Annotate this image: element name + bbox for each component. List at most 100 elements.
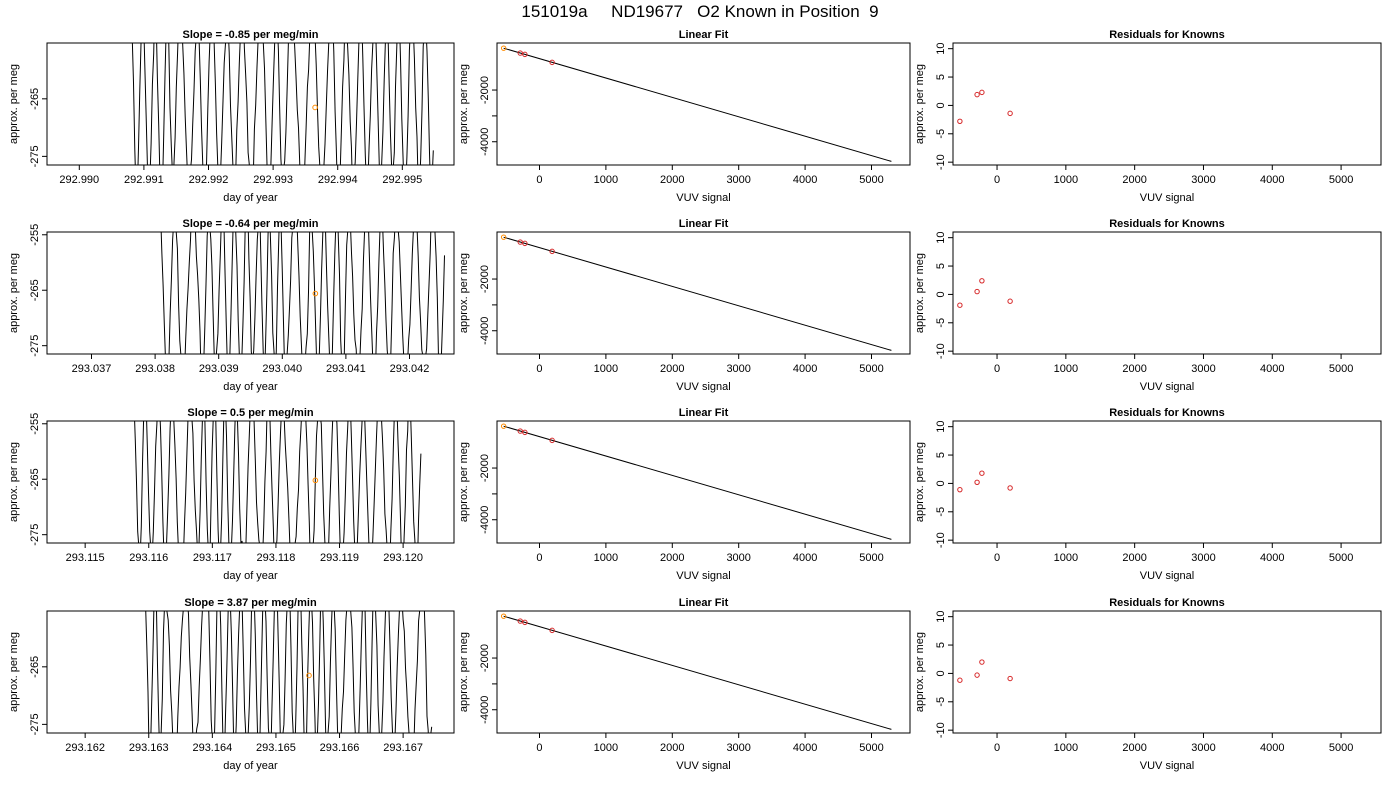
residual-point bbox=[979, 278, 985, 284]
plot-area bbox=[500, 45, 892, 162]
x-tick-label: 293.117 bbox=[193, 552, 232, 564]
y-axis-label: approx. per meg bbox=[458, 442, 470, 522]
panel-title: Linear Fit bbox=[679, 597, 729, 609]
y-tick-label: 0 bbox=[935, 291, 947, 297]
x-tick-label: 293.042 bbox=[390, 363, 430, 375]
panel-title: Residuals for Knowns bbox=[1109, 597, 1225, 609]
x-tick-label: 4000 bbox=[793, 363, 817, 375]
x-tick-label: 1000 bbox=[594, 742, 618, 754]
residual-point bbox=[1007, 298, 1013, 304]
x-tick-label: 2000 bbox=[1122, 363, 1146, 375]
x-tick-label: 293.166 bbox=[320, 742, 360, 754]
y-tick-label: -4000 bbox=[479, 696, 491, 724]
x-tick-label: 2000 bbox=[660, 174, 684, 186]
x-tick-label: 1000 bbox=[1054, 552, 1078, 564]
y-tick-label: -5 bbox=[935, 129, 947, 139]
known-marker bbox=[312, 290, 319, 297]
plot-frame bbox=[46, 610, 455, 734]
y-tick-label: -4000 bbox=[479, 128, 491, 156]
plot-frame bbox=[496, 42, 911, 166]
residual-point bbox=[974, 479, 980, 485]
fit-panel-row-2: Linear Fit 0 1000 2000 3000 4000 5000 VUV signa… bbox=[458, 218, 911, 393]
panel-title: Linear Fit bbox=[679, 407, 729, 419]
data-point bbox=[522, 240, 528, 247]
x-tick-label: 5000 bbox=[1329, 552, 1353, 564]
y-tick-label: -265 bbox=[29, 279, 41, 301]
data-point bbox=[517, 618, 523, 624]
y-tick-label: -4000 bbox=[479, 506, 491, 534]
y-axis-label: approx. per meg bbox=[8, 253, 20, 333]
x-tick-label: 4000 bbox=[793, 742, 817, 754]
panel-title: Linear Fit bbox=[679, 29, 729, 41]
y-axis-label: approx. per meg bbox=[458, 632, 470, 712]
residual-point bbox=[979, 470, 985, 476]
x-tick-label: 3000 bbox=[1191, 742, 1215, 754]
y-tick-label: -275 bbox=[29, 713, 41, 735]
x-tick-label: 2000 bbox=[660, 742, 684, 754]
x-tick-label: 293.167 bbox=[383, 742, 423, 754]
y-tick-label: -5 bbox=[935, 697, 947, 707]
x-tick-label: 5000 bbox=[859, 742, 883, 754]
data-point bbox=[549, 627, 555, 634]
x-tick-label: 3000 bbox=[1191, 174, 1215, 186]
x-axis-label: VUV signal bbox=[676, 760, 730, 772]
x-tick-label: 292.991 bbox=[124, 174, 164, 186]
x-tick-label: 293.165 bbox=[256, 742, 296, 754]
plot-frame bbox=[496, 610, 911, 734]
residual-point bbox=[974, 91, 980, 98]
y-tick-label: -2000 bbox=[479, 76, 491, 104]
y-axis-label: approx. per meg bbox=[914, 442, 926, 522]
panel-title: Linear Fit bbox=[679, 218, 729, 230]
panel-title: Slope = 3.87 per meg/min bbox=[184, 597, 317, 609]
x-tick-label: 3000 bbox=[726, 742, 750, 754]
x-tick-label: 3000 bbox=[726, 552, 750, 564]
x-tick-label: 1000 bbox=[594, 552, 618, 564]
x-tick-label: 293.041 bbox=[326, 363, 366, 375]
x-tick-label: 293.163 bbox=[129, 742, 169, 754]
panel-title: Residuals for Knowns bbox=[1109, 407, 1225, 419]
y-tick-label: -5 bbox=[935, 318, 947, 328]
x-tick-label: 4000 bbox=[1260, 363, 1284, 375]
y-axis-label: approx. per meg bbox=[8, 442, 20, 522]
x-tick-label: 2000 bbox=[1122, 174, 1146, 186]
panel-title: Residuals for Knowns bbox=[1109, 218, 1225, 230]
x-axis-label: VUV signal bbox=[1140, 381, 1194, 393]
y-tick-label: 10 bbox=[935, 43, 947, 55]
plot-frame bbox=[952, 420, 1382, 544]
plot-frame bbox=[496, 231, 911, 355]
residual-point bbox=[957, 302, 963, 308]
known-marker bbox=[312, 104, 318, 111]
fit-panel-row-3: Linear Fit 0 1000 2000 3000 4000 5000 VUV signa… bbox=[458, 407, 911, 582]
y-axis-label: approx. per meg bbox=[914, 64, 926, 144]
fit-panel-row-1: Linear Fit 0 1000 2000 3000 4000 5000 VUV signa… bbox=[458, 29, 911, 204]
x-axis-label: VUV signal bbox=[676, 192, 730, 204]
y-tick-label: -255 bbox=[29, 413, 41, 435]
x-tick-label: 292.993 bbox=[253, 174, 293, 186]
x-tick-label: 293.040 bbox=[262, 363, 302, 375]
plot-frame bbox=[952, 231, 1382, 355]
x-tick-label: 3000 bbox=[726, 363, 750, 375]
x-tick-label: 0 bbox=[994, 552, 1000, 564]
x-tick-label: 5000 bbox=[1329, 742, 1353, 754]
plot-area bbox=[145, 611, 433, 733]
x-tick-label: 2000 bbox=[1122, 552, 1146, 564]
y-tick-label: -10 bbox=[935, 343, 947, 359]
plot-frame bbox=[952, 42, 1382, 166]
x-tick-label: 4000 bbox=[793, 552, 817, 564]
plot-area bbox=[500, 234, 892, 351]
x-axis-label: VUV signal bbox=[676, 381, 730, 393]
y-tick-label: -275 bbox=[29, 145, 41, 167]
x-axis-label: day of year bbox=[223, 192, 278, 204]
x-tick-label: 0 bbox=[994, 363, 1000, 375]
plot-area bbox=[131, 43, 434, 165]
x-axis-label: VUV signal bbox=[1140, 192, 1194, 204]
y-tick-label: 5 bbox=[935, 74, 947, 80]
page-title: 151019a ND19677 O2 Known in Position 9 bbox=[521, 2, 879, 21]
residuals-panel-row-1: Residuals for Knowns 0 1000 2000 3000 4000 500… bbox=[914, 29, 1382, 204]
y-tick-label: -265 bbox=[29, 468, 41, 490]
data-point bbox=[549, 248, 555, 255]
x-axis-label: day of year bbox=[223, 570, 278, 582]
x-axis-label: day of year bbox=[223, 760, 278, 772]
residual-point bbox=[974, 672, 980, 678]
